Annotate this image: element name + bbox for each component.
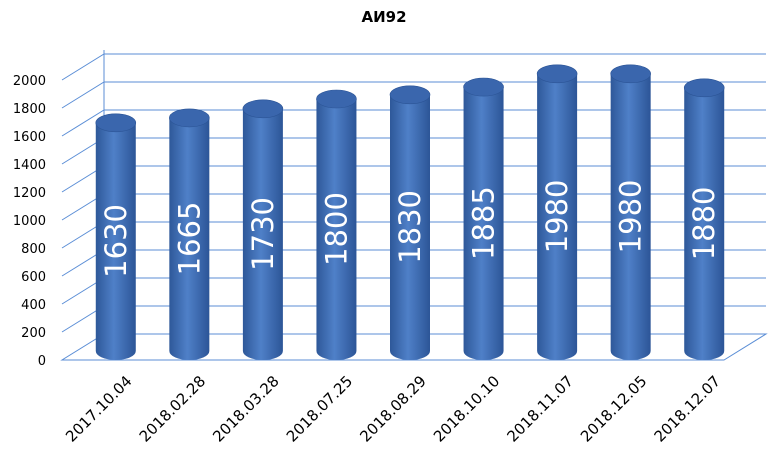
bars: 1630 1665 1730 1800 1830 1885 1980 1980 1880 — [95, 64, 725, 361]
y-tick-label: 600 — [21, 270, 46, 285]
y-tick-label: 0 — [38, 354, 46, 369]
y-tick-label: 400 — [21, 298, 46, 313]
bar-body — [463, 87, 504, 360]
y-axis-ticks: 0 200 400 600 800 1000 1200 1400 1600 1800 2000 — [13, 74, 46, 369]
data-label: 1800 — [319, 192, 353, 266]
data-label: 1980 — [540, 179, 574, 253]
data-label: 1830 — [393, 190, 427, 264]
chart-title: АИ92 — [361, 8, 406, 26]
data-label: 1730 — [246, 197, 280, 271]
data-label: 1885 — [467, 186, 501, 260]
x-tick-label: 2018.03.28 — [209, 372, 282, 445]
bar-body — [95, 122, 136, 360]
data-label: 1630 — [99, 204, 133, 278]
bar: 1980 — [536, 64, 578, 361]
y-tick-label: 1400 — [13, 158, 46, 173]
bar: 1885 — [463, 77, 504, 360]
gridline — [61, 53, 766, 81]
x-tick-label: 2018.02.28 — [136, 372, 209, 445]
bar: 1665 — [169, 108, 210, 361]
bar: 1730 — [242, 99, 284, 360]
bar-body — [316, 99, 357, 360]
bar-body — [684, 87, 725, 361]
y-tick-label: 1800 — [13, 102, 46, 117]
bar: 1880 — [683, 78, 725, 361]
bar: 1830 — [389, 85, 431, 361]
data-label: 1665 — [172, 202, 206, 276]
x-tick-label: 2018.12.05 — [577, 372, 650, 445]
bar: 1800 — [316, 89, 357, 360]
bar-body — [610, 73, 651, 361]
bar-body — [242, 108, 283, 360]
x-tick-label: 2018.10.10 — [430, 372, 503, 445]
bar: 1980 — [610, 64, 651, 361]
data-label: 1980 — [614, 179, 648, 253]
bar-top — [95, 113, 137, 133]
bar-body — [169, 117, 210, 361]
y-tick-label: 200 — [21, 326, 46, 341]
y-tick-label: 1200 — [13, 186, 46, 201]
bar-top — [169, 108, 210, 128]
bar-top — [463, 77, 504, 97]
bar-top — [683, 78, 725, 98]
x-tick-label: 2017.10.04 — [62, 372, 135, 445]
y-tick-label: 1000 — [13, 214, 46, 229]
y-tick-label: 800 — [21, 242, 46, 257]
y-tick-label: 1600 — [13, 130, 46, 145]
x-tick-label: 2018.11.07 — [503, 372, 576, 445]
x-axis-ticks: 2017.10.04 2018.02.28 2018.03.28 2018.07.25… — [62, 372, 724, 445]
floor-plane — [60, 333, 768, 361]
x-tick-label: 2018.07.25 — [283, 372, 356, 445]
x-tick-label: 2018.08.29 — [356, 372, 429, 445]
bar-top — [316, 89, 357, 109]
bar-top — [389, 85, 431, 105]
bar-top — [610, 64, 651, 84]
data-label: 1880 — [687, 186, 721, 260]
bar: 1630 — [95, 113, 137, 360]
bar-top — [242, 99, 284, 119]
bar-body — [537, 73, 578, 361]
y-tick-label: 2000 — [13, 74, 46, 89]
bar-body — [390, 94, 430, 361]
bar-top — [536, 64, 578, 84]
x-tick-label: 2018.12.07 — [651, 372, 724, 445]
